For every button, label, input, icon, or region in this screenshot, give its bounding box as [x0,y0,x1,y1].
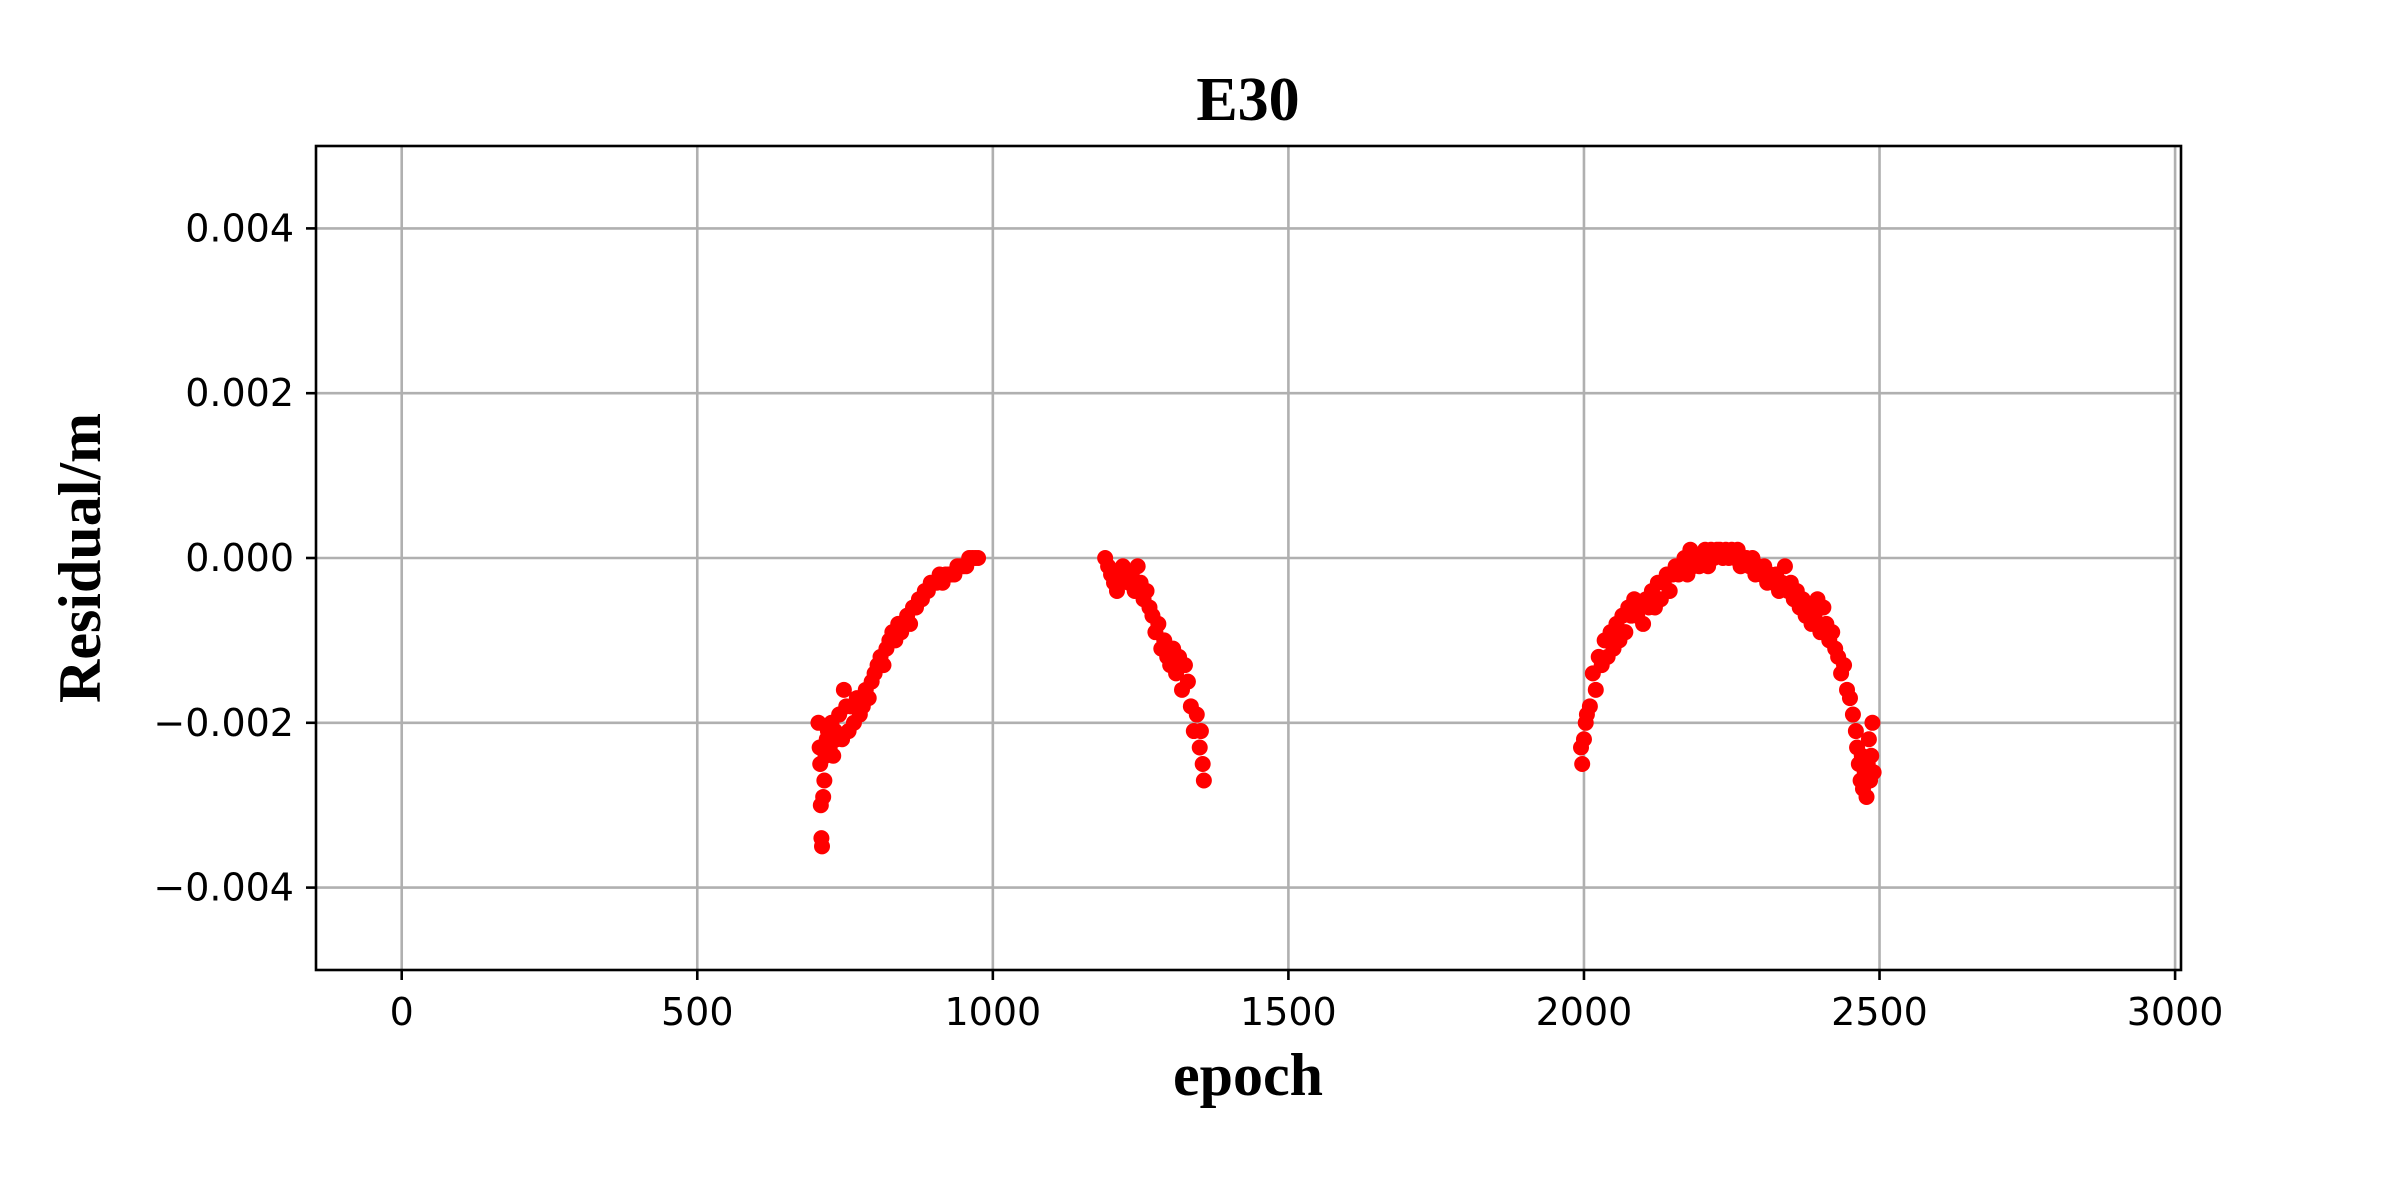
data-point [1863,747,1880,764]
data-point [1192,723,1209,740]
data-point [1195,772,1212,789]
data-point [1574,756,1591,772]
data-point [875,657,892,674]
data-point [1587,681,1604,698]
data-point [1188,706,1205,723]
y-tick-label: −0.004 [153,866,294,910]
x-tick-label: 0 [390,990,414,1034]
x-tick-label: 500 [661,990,734,1034]
data-point [902,615,919,632]
data-point [860,690,877,707]
y-tick-label: 0.002 [185,371,294,415]
data-point [970,550,987,566]
data-point [825,747,842,764]
data-point [1194,756,1211,772]
data-point [1858,788,1875,805]
data-point [1661,582,1678,599]
chart-title: E30 [1196,66,1299,134]
scatter-points [810,541,1882,855]
data-point [1865,764,1882,781]
data-point [1179,673,1196,690]
data-point [1776,558,1793,575]
data-point [815,788,832,805]
data-point [1581,698,1598,715]
x-tick-label: 2500 [1831,990,1928,1034]
data-point [1575,731,1592,748]
data-point [1815,599,1832,616]
data-point [1864,714,1881,731]
data-point [1844,706,1861,723]
data-point [1617,624,1634,641]
data-point [1150,615,1167,632]
data-point [816,772,833,789]
data-point [1824,624,1841,641]
data-point [835,681,852,698]
data-point [814,838,831,855]
x-tick-label: 1500 [1240,990,1337,1034]
data-point [1129,558,1146,575]
x-tick-label: 3000 [2127,990,2224,1034]
axis-ticks: 0 500 1000 1500 2000 2500 3000 0.004 0.002 0.000 −… [153,206,2223,1034]
x-axis-label: epoch [1173,1042,1323,1108]
x-tick-label: 2000 [1536,990,1633,1034]
data-point [1635,615,1652,632]
data-point [1847,723,1864,740]
x-tick-label: 1000 [944,990,1041,1034]
data-point [1841,690,1858,707]
y-tick-label: 0.004 [185,206,294,250]
data-point [1836,657,1853,674]
data-point [1138,582,1155,599]
y-axis-label: Residual/m [47,413,113,703]
y-tick-label: −0.002 [153,701,294,745]
data-point [1176,657,1193,674]
y-tick-label: 0.000 [185,536,294,580]
data-point [1191,739,1208,756]
grid-lines [316,146,2181,970]
data-point [1860,731,1877,748]
